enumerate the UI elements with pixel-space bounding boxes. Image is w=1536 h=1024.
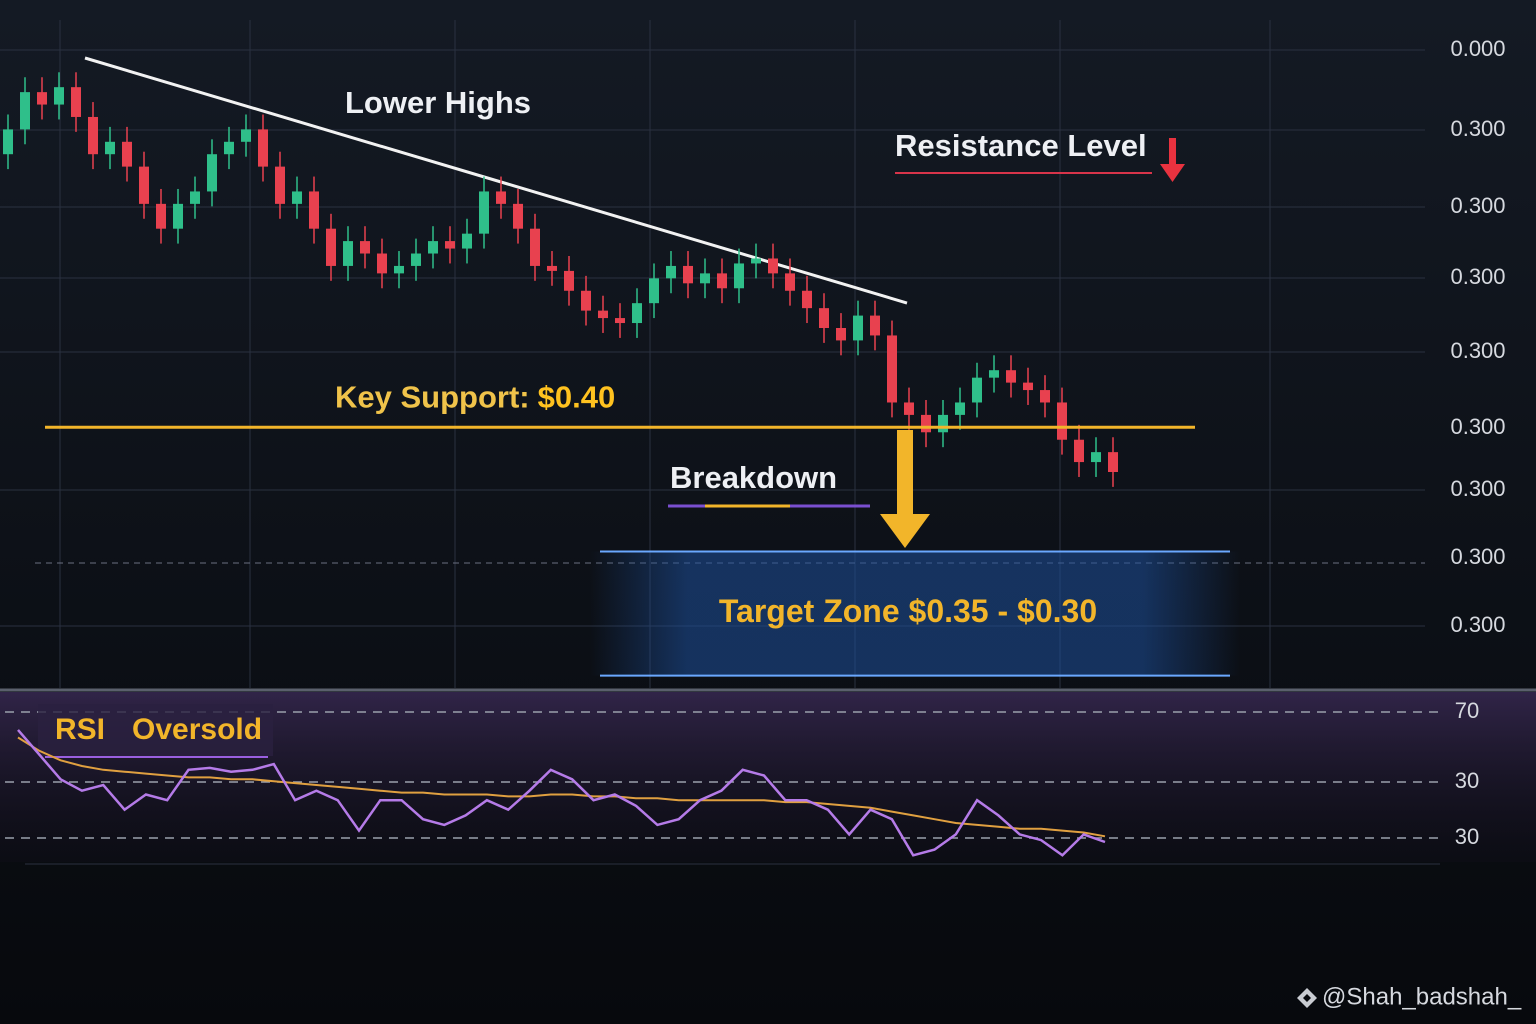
candle-body [853,315,863,341]
candle-body [734,263,744,289]
rsi-average-line [17,736,1106,838]
candle-body [37,92,47,105]
candle-body [54,87,64,105]
breakdown-arrow [880,430,930,548]
candle-body [20,92,30,130]
price-axis-label: 0.300 [1450,544,1505,569]
candle-body [802,290,812,309]
target-zone [590,551,1240,676]
candle-body [156,203,166,229]
candle-body [751,258,761,264]
candle-body [3,129,13,155]
candle-body [1023,382,1033,391]
candle-body [428,241,438,254]
candle-body [258,129,268,167]
candle-body [139,166,149,204]
candle-body [938,414,948,433]
candle-body [955,402,965,415]
candle-body [190,191,200,204]
candle-body [122,141,132,167]
candle-body [1040,390,1050,403]
candle-body [598,310,608,319]
candle-body [887,335,897,403]
candle-body [479,191,489,234]
rsi-label-box [38,704,273,756]
candle-body [275,166,285,204]
candle-body [224,141,234,155]
candle-body [1057,402,1067,440]
price-axis-label: 0.000 [1450,36,1505,61]
candle-body [241,129,251,142]
candle-body [836,328,846,341]
candle-body [326,228,336,266]
candle-body [785,273,795,291]
support-label: Key Support: $0.40 [335,379,615,414]
candle-body [1074,439,1084,463]
price-axis-label: 0.300 [1450,116,1505,141]
watermark-icon [1297,988,1317,1008]
candle-body [71,87,81,117]
candle-body [513,203,523,229]
candle-body [615,318,625,324]
candle-body [1091,452,1101,463]
rsi-line [17,729,1106,857]
candle-body [581,290,591,311]
watermark: @Shah_badshah_ [1322,983,1522,1010]
candle-body [105,141,115,155]
candle-body [768,258,778,274]
candle-body [547,265,557,271]
candle-body [207,154,217,192]
price-axis-label: 0.300 [1450,612,1505,637]
candle-body [292,191,302,204]
rsi-oversold-label: Oversold [132,713,262,746]
price-axis-label: 0.300 [1450,264,1505,289]
candle-body [1006,370,1016,383]
candle-body [666,265,676,279]
candle-body [343,241,353,266]
price-axis-label: 0.300 [1450,414,1505,439]
rsi-axis-label: 30 [1455,824,1479,849]
candle-body [649,278,659,304]
price-axis-label: 0.300 [1450,193,1505,218]
candle-body [88,116,98,155]
candle-body [972,377,982,403]
candle-body [530,228,540,266]
candle-body [904,402,914,415]
price-axis-label: 0.300 [1450,338,1505,363]
support-value-label: $0.40 [538,379,616,414]
candle-body [360,241,370,254]
candle-body [462,233,472,249]
candle-body [1108,452,1118,472]
candle-body [564,270,574,291]
candles [3,72,1118,487]
candle-body [394,265,404,274]
rsi-axis-label: 30 [1455,768,1479,793]
overlay: Target Zone $0.35 - $0.30 Key Support: $0.… [45,379,1240,677]
support-label-text: Key Support: [335,379,530,414]
candle-body [377,253,387,274]
lower-highs-label: Lower Highs [345,85,531,120]
candle-body [632,303,642,324]
candle-body [700,273,710,284]
candle-body [870,315,880,336]
candle-body [683,265,693,284]
rsi-axis-label: 70 [1455,698,1479,723]
candle-body [445,241,455,249]
target-zone-label: Target Zone $0.35 - $0.30 [719,593,1097,629]
resistance-label: Resistance Level [895,128,1147,163]
candle-body [717,273,727,289]
price-axis-label: 0.300 [1450,476,1505,501]
candle-body [309,191,319,229]
candle-body [921,414,931,433]
breakdown-label: Breakdown [670,460,837,495]
candle-body [496,191,506,204]
candle-body [411,253,421,266]
rsi-title: RSI [55,713,105,746]
resistance-arrow [1160,138,1185,182]
candle-body [819,308,829,328]
candle-body [173,203,183,229]
candle-body [989,370,999,378]
